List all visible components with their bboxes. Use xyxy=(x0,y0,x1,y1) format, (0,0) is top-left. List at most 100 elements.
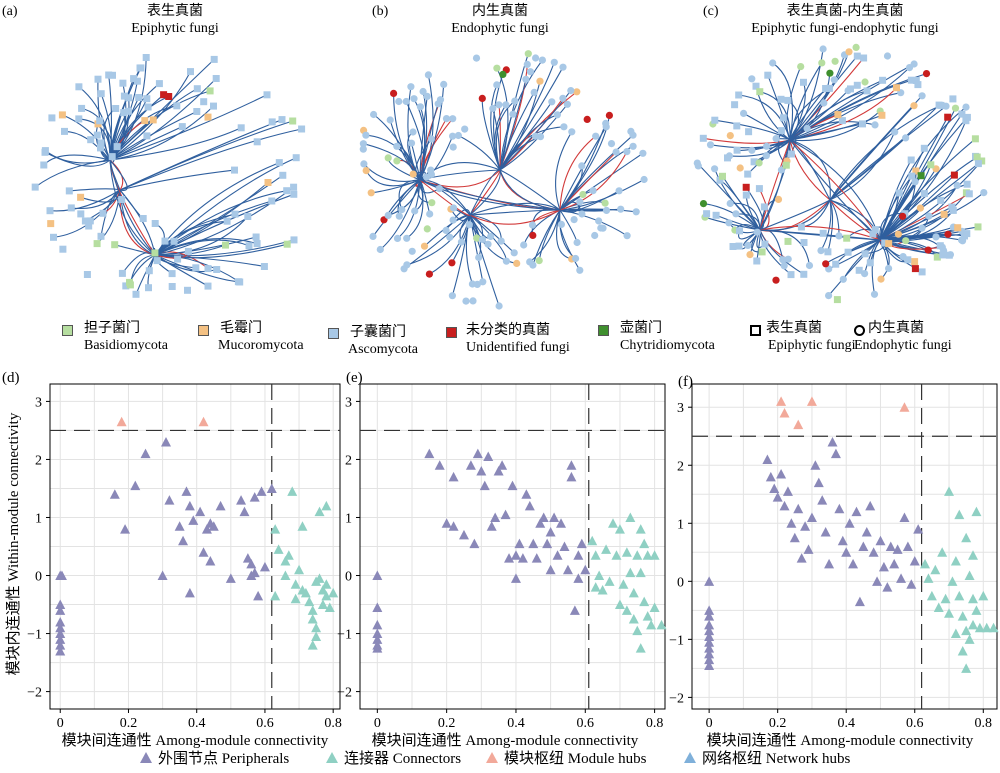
network-node-circle xyxy=(772,135,780,143)
panel-b-title-en: Endophytic fungi xyxy=(451,21,549,36)
network-node-square xyxy=(290,190,298,198)
network-node-circle xyxy=(522,75,530,83)
data-point-peripheral xyxy=(817,495,828,505)
network-node-square xyxy=(974,160,982,168)
network-node-square xyxy=(263,91,271,99)
network-node-square xyxy=(206,87,214,95)
network-node-square xyxy=(118,269,126,277)
network-node-square xyxy=(85,222,93,230)
network-node-circle xyxy=(918,224,926,232)
network-node-square xyxy=(920,144,928,152)
network-node-square xyxy=(859,120,866,128)
data-point-peripheral xyxy=(549,512,560,522)
network-node-square xyxy=(99,209,107,217)
data-point-peripheral xyxy=(896,573,907,583)
network-node-circle xyxy=(532,54,540,62)
network-edge xyxy=(789,139,831,201)
data-point-peripheral xyxy=(813,477,824,488)
data-point-peripheral xyxy=(851,506,862,517)
scatter-panel-label: (d) xyxy=(2,370,20,386)
network-node-square xyxy=(141,117,149,125)
network-edge xyxy=(481,98,501,171)
network-node-circle xyxy=(803,124,811,132)
network-node-square xyxy=(268,118,276,126)
role-legend: 外围节点 Peripherals 连接器 Connectors 模块枢纽 Mod… xyxy=(140,750,850,767)
data-point-peripheral xyxy=(174,521,185,531)
network-node-square xyxy=(67,204,75,212)
data-point-connector xyxy=(321,590,332,601)
network-edge xyxy=(559,134,634,211)
network-node-square xyxy=(78,104,86,112)
network-node-circle xyxy=(427,166,435,174)
network-node-square xyxy=(170,237,178,245)
network-node-square xyxy=(895,189,903,197)
network-node-circle xyxy=(573,88,581,96)
network-node-circle xyxy=(449,216,457,224)
network-node-square xyxy=(77,193,85,201)
network-node-circle xyxy=(597,224,605,232)
network-node-square xyxy=(719,172,726,180)
data-point-peripheral xyxy=(507,480,518,491)
network-edge xyxy=(759,199,831,231)
data-point-peripheral xyxy=(246,558,257,569)
network-edge xyxy=(109,94,268,161)
chytridiomycota-cn: 壶菌门 xyxy=(620,321,662,336)
y-tick-label: −1 xyxy=(337,628,352,643)
network-node-circle xyxy=(763,142,771,150)
network-node-square xyxy=(222,241,229,249)
network-node-circle xyxy=(523,60,531,68)
data-point-peripheral xyxy=(909,556,920,566)
network-node-square xyxy=(174,255,182,263)
data-point-peripheral xyxy=(140,448,151,459)
data-point-peripheral xyxy=(837,535,848,546)
network-node-circle xyxy=(602,119,610,127)
network-node-circle xyxy=(448,292,456,300)
network-node-circle xyxy=(573,238,581,247)
network-node-circle xyxy=(423,92,431,100)
data-point-peripheral xyxy=(885,541,896,551)
network-c xyxy=(693,43,988,304)
network-node-circle xyxy=(420,242,429,250)
panel-a-label: (a) xyxy=(2,4,18,19)
data-point-peripheral xyxy=(913,524,924,534)
y-tick-label: 1 xyxy=(345,511,352,526)
data-point-peripheral xyxy=(580,564,591,575)
network-edge xyxy=(499,114,558,171)
data-point-connector xyxy=(920,558,931,569)
data-point-peripheral xyxy=(704,625,715,636)
data-point-peripheral xyxy=(178,535,189,546)
network-edge xyxy=(119,169,235,191)
network-node-square xyxy=(974,223,982,231)
legend-basidiomycota: 担子菌门 Basidiomycota xyxy=(62,320,168,354)
data-point-peripheral xyxy=(769,483,780,493)
network-diagrams xyxy=(31,43,988,310)
network-node-circle xyxy=(360,160,368,168)
network-node-square xyxy=(927,161,935,169)
plot-frame xyxy=(359,383,666,710)
network-edge xyxy=(555,131,573,211)
data-point-connector xyxy=(280,570,291,581)
network-edge xyxy=(759,91,791,141)
plot-frame xyxy=(49,383,341,710)
data-point-peripheral xyxy=(830,448,841,459)
network-node-circle xyxy=(905,64,914,72)
data-point-connector xyxy=(639,596,650,607)
network-edge xyxy=(879,160,983,241)
data-point-peripheral xyxy=(249,492,260,502)
network-node-circle xyxy=(916,204,925,212)
network-node-square xyxy=(97,139,105,147)
network-edge xyxy=(789,139,831,201)
data-point-peripheral xyxy=(524,500,535,511)
data-point-connector xyxy=(317,599,328,610)
network-node-circle xyxy=(393,157,401,165)
network-node-square xyxy=(758,248,766,256)
data-point-connector xyxy=(270,590,281,601)
network-node-circle xyxy=(607,140,616,148)
data-point-connector xyxy=(635,643,646,653)
network-edges xyxy=(696,48,985,296)
network-node-square xyxy=(819,229,827,237)
network-edge xyxy=(469,169,501,216)
network-edge xyxy=(109,88,198,161)
network-node-circle xyxy=(870,290,879,298)
network-node-circle xyxy=(830,76,838,84)
